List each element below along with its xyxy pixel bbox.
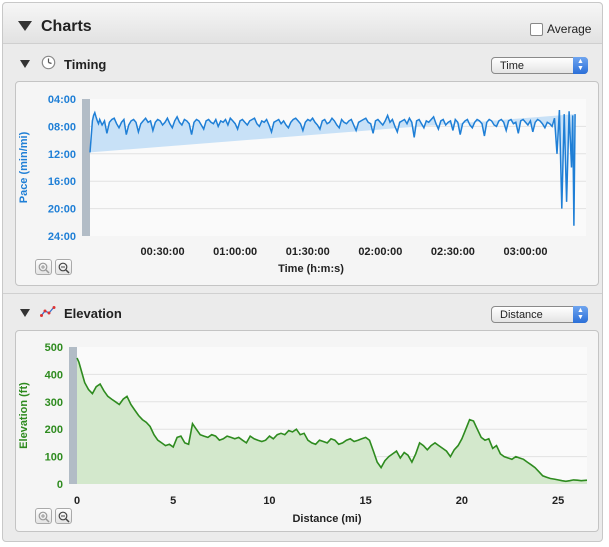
x-tick-label: 5	[170, 495, 176, 507]
section-divider	[3, 293, 602, 294]
y-tick-label: 12:00	[48, 149, 76, 161]
charts-header: Charts Average	[3, 3, 602, 44]
x-axis-label: Time (h:m:s)	[278, 263, 344, 275]
x-tick-label: 02:30:00	[431, 246, 475, 258]
elevation-section-header: Elevation Distance ▲ ▼	[3, 294, 602, 328]
timing-title: Timing	[64, 57, 107, 72]
charts-panel: Charts Average Timing Time ▲ ▼ 04:00 08:00…	[2, 2, 603, 542]
y-tick-label: 16:00	[48, 176, 76, 188]
elevation-chart-svg: 500 400 300 200 100 00 5 10 15 20 25 Distance (mi) E…	[18, 342, 588, 525]
y-tick-label: 400	[45, 369, 63, 381]
timing-select-value: Time	[500, 60, 525, 72]
x-axis-label: Distance (mi)	[292, 513, 361, 525]
elevation-zoom-out-button[interactable]	[55, 508, 72, 524]
zoom-out-icon	[58, 511, 70, 523]
clock-icon	[41, 55, 56, 70]
charts-title: Charts	[41, 18, 92, 35]
collapse-charts-triangle-icon[interactable]	[18, 21, 32, 31]
y-tick-label: 200	[45, 424, 63, 436]
timing-chart-svg: 04:00 08:00 12:00 16:00 20:00 24:00 00:30:00 01…	[18, 94, 586, 275]
collapse-timing-triangle-icon[interactable]	[20, 60, 30, 68]
x-tick-label: 0	[74, 495, 80, 507]
x-tick-label: 10	[263, 495, 275, 507]
y-scroll-strip	[69, 347, 77, 484]
x-tick-label: 03:00:00	[503, 246, 547, 258]
select-arrows-icon: ▲ ▼	[573, 306, 588, 323]
y-tick-label: 04:00	[48, 94, 76, 106]
timing-zoom-in-button[interactable]	[35, 259, 52, 275]
y-tick-label: 100	[45, 452, 63, 464]
y-tick-label: 300	[45, 397, 63, 409]
y-axis-label: Pace (min/mi)	[18, 131, 30, 203]
average-checkbox[interactable]	[530, 23, 543, 36]
timing-section-header: Timing Time ▲ ▼	[3, 45, 602, 79]
pace-line	[89, 109, 576, 226]
x-tick-label: 20	[456, 495, 468, 507]
y-tick-label: 500	[45, 342, 63, 354]
y-scroll-strip	[82, 99, 90, 236]
zoom-out-icon	[58, 262, 70, 274]
collapse-elevation-triangle-icon[interactable]	[20, 309, 30, 317]
elevation-graph-icon	[40, 306, 56, 317]
zoom-in-icon	[38, 262, 50, 274]
select-arrows-icon: ▲ ▼	[573, 57, 588, 74]
x-tick-label: 01:00:00	[213, 246, 257, 258]
x-tick-label: 02:00:00	[358, 246, 402, 258]
elevation-title: Elevation	[64, 306, 122, 321]
x-tick-label: 01:30:00	[286, 246, 330, 258]
x-tick-label: 15	[360, 495, 372, 507]
y-axis-label: Elevation (ft)	[18, 382, 30, 449]
y-tick-label: 08:00	[48, 121, 76, 133]
elevation-zoom-in-button[interactable]	[35, 508, 52, 524]
average-label: Average	[547, 22, 592, 36]
elevation-area	[77, 358, 587, 484]
pace-area	[90, 110, 576, 226]
y-tick-label: 20:00	[48, 204, 76, 216]
elevation-line	[76, 357, 588, 483]
x-tick-label: 00:30:00	[141, 246, 185, 258]
y-tick-label: 24:00	[48, 231, 76, 243]
zoom-in-icon	[38, 511, 50, 523]
timing-x-axis-select[interactable]: Time ▲ ▼	[491, 57, 588, 74]
y-tick-label: 0	[57, 479, 63, 491]
elevation-x-axis-select[interactable]: Distance ▲ ▼	[491, 306, 588, 323]
elevation-select-value: Distance	[500, 309, 543, 321]
elevation-chart: 500 400 300 200 100 0 0 5 10 15 20 25 Distance (mi) E…	[15, 330, 599, 532]
x-tick-label: 25	[552, 495, 564, 507]
timing-chart: 04:00 08:00 12:00 16:00 20:00 24:00 00:30:00 01…	[15, 81, 599, 286]
timing-zoom-out-button[interactable]	[55, 259, 72, 275]
